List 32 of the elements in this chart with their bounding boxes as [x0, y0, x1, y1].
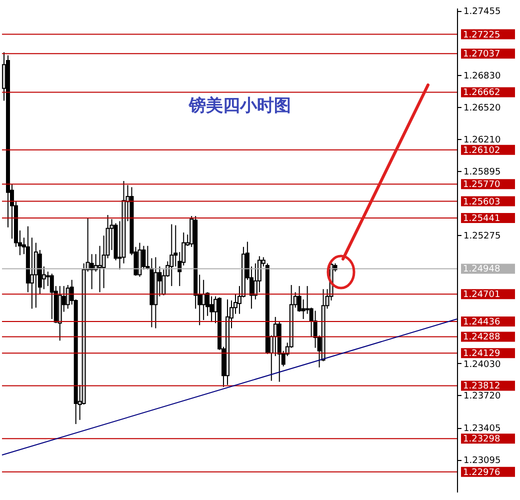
ref-line-label: 1.24129	[463, 349, 500, 360]
y-tick-label: 1.23720	[464, 392, 501, 402]
text: 镑美四小时图	[188, 96, 291, 116]
candlestick	[202, 279, 206, 321]
y-tick-label: 1.26210	[464, 135, 501, 146]
ref-line-label: 1.24948	[463, 264, 500, 275]
ref-line-label: 1.26662	[463, 88, 500, 98]
ref-line-label: 1.24288	[463, 332, 500, 343]
ref-line-label: 1.24701	[463, 290, 500, 300]
y-tick-label: 1.23405	[464, 424, 501, 434]
y-tick-label: 1.26520	[464, 103, 501, 114]
candlestick	[30, 237, 34, 310]
candlestick	[210, 296, 214, 323]
y-tick-label: 1.23095	[464, 456, 501, 466]
y-tick-label: 1.25275	[464, 232, 501, 242]
ref-line-label: 1.25603	[463, 197, 500, 208]
y-tick-label: 1.24030	[464, 360, 501, 370]
ref-line-label: 1.24436	[463, 317, 500, 328]
ref-line-label: 1.26102	[463, 146, 500, 156]
ref-line-label: 1.23298	[463, 434, 500, 445]
candlestick	[98, 245, 102, 293]
y-tick-label: 1.25895	[464, 168, 501, 178]
ref-line-label: 1.27225	[463, 30, 500, 40]
ref-line-label: 1.23812	[463, 382, 500, 392]
candlestick	[50, 273, 54, 320]
ref-line-label: 1.27037	[463, 50, 500, 60]
ref-line-label: 1.25441	[463, 214, 500, 224]
ref-line-label: 1.22976	[463, 468, 500, 478]
y-tick-label: 1.27455	[464, 7, 501, 18]
ref-line-label: 1.25770	[463, 180, 500, 190]
y-tick-label: 1.26830	[464, 71, 501, 82]
candlestick	[170, 224, 174, 287]
